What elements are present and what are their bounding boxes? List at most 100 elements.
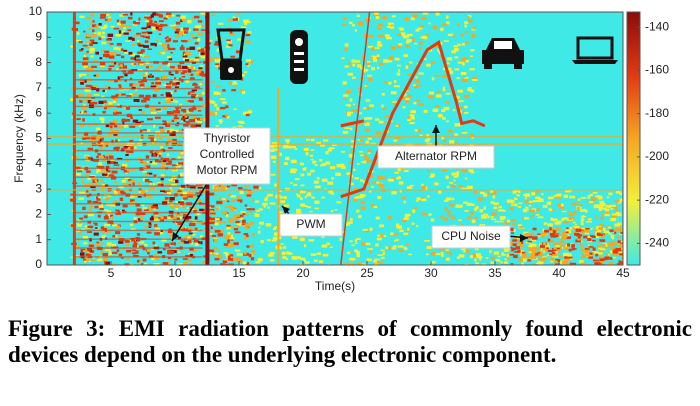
speckle <box>311 159 314 161</box>
speckle <box>84 215 88 218</box>
speckle <box>504 249 510 252</box>
speckle <box>80 82 84 85</box>
speckle <box>394 93 396 95</box>
speckle <box>563 221 568 223</box>
speckle <box>509 251 512 253</box>
speckle <box>142 32 147 34</box>
speckle <box>366 243 371 245</box>
speckle <box>549 208 551 211</box>
speckle <box>182 66 188 69</box>
speckle <box>466 250 469 253</box>
speckle <box>617 236 620 239</box>
speckle <box>311 139 315 141</box>
speckle <box>127 169 133 172</box>
speckle <box>84 55 86 57</box>
speckle <box>273 161 276 163</box>
speckle <box>551 235 557 238</box>
speckle <box>79 74 82 77</box>
speckle <box>406 42 410 44</box>
x-tick-label: 40 <box>552 266 566 280</box>
speckle <box>160 129 165 132</box>
speckle <box>346 90 350 93</box>
speckle <box>519 226 523 228</box>
speckle <box>220 98 226 100</box>
speckle <box>230 208 234 211</box>
speckle <box>396 125 399 127</box>
speckle <box>537 208 541 211</box>
speckle <box>273 237 278 240</box>
speckle <box>381 250 385 252</box>
speckle <box>464 210 468 212</box>
speckle <box>119 254 122 257</box>
speckle <box>399 230 403 232</box>
speckle <box>138 18 140 21</box>
speckle <box>92 34 96 37</box>
speckle <box>87 28 91 30</box>
speckle <box>181 45 183 48</box>
speckle <box>251 250 255 253</box>
speckle <box>413 102 416 104</box>
speckle <box>141 205 144 207</box>
speckle <box>104 107 107 109</box>
speckle <box>261 240 264 243</box>
speckle <box>448 34 454 36</box>
x-tick-label: 15 <box>232 266 246 280</box>
speckle <box>184 241 189 243</box>
speckle <box>132 38 135 41</box>
speckle <box>471 172 475 174</box>
speckle <box>148 32 153 34</box>
speckle <box>182 76 186 78</box>
speckle <box>141 49 145 52</box>
speckle <box>300 185 304 187</box>
speckle <box>366 141 369 144</box>
speckle <box>416 100 420 102</box>
speckle <box>348 73 353 76</box>
speckle <box>223 260 228 263</box>
speckle <box>547 223 552 226</box>
speckle <box>401 32 406 35</box>
speckle <box>364 231 370 233</box>
speckle <box>376 217 380 220</box>
speckle <box>368 78 372 81</box>
speckle <box>228 194 231 196</box>
speckle <box>116 34 122 37</box>
speckle <box>473 27 476 30</box>
speckle <box>183 110 186 113</box>
speckle <box>98 215 101 218</box>
speckle <box>451 50 456 53</box>
speckle <box>92 20 94 22</box>
speckle <box>316 201 318 203</box>
speckle <box>293 184 297 186</box>
speckle <box>96 169 101 172</box>
speckle <box>555 222 561 225</box>
speckle <box>259 208 263 210</box>
speckle <box>152 241 155 244</box>
speckle <box>106 216 108 219</box>
speckle <box>163 262 169 264</box>
speckle <box>198 110 201 112</box>
speckle <box>161 94 164 96</box>
speckle <box>124 125 128 128</box>
annotation-text: Motor RPM <box>197 163 258 177</box>
speckle <box>201 25 203 28</box>
speckle <box>309 239 315 242</box>
speckle <box>457 77 460 79</box>
speckle <box>546 247 549 249</box>
speckle <box>405 215 409 218</box>
speckle <box>228 244 233 247</box>
figure: ThyristorControlledMotor RPMPWMAlternato… <box>0 0 700 310</box>
speckle <box>139 139 142 141</box>
speckle <box>461 58 466 61</box>
speckle <box>227 240 230 243</box>
speckle <box>412 210 415 213</box>
speckle <box>441 255 444 257</box>
speckle <box>178 65 182 67</box>
speckle <box>94 75 97 77</box>
speckle <box>377 35 380 37</box>
speckle <box>412 14 418 17</box>
speckle <box>529 201 533 203</box>
speckle <box>246 245 249 247</box>
speckle <box>422 36 425 39</box>
speckle <box>367 63 370 65</box>
colorbar-tick-label: -180 <box>645 106 669 120</box>
